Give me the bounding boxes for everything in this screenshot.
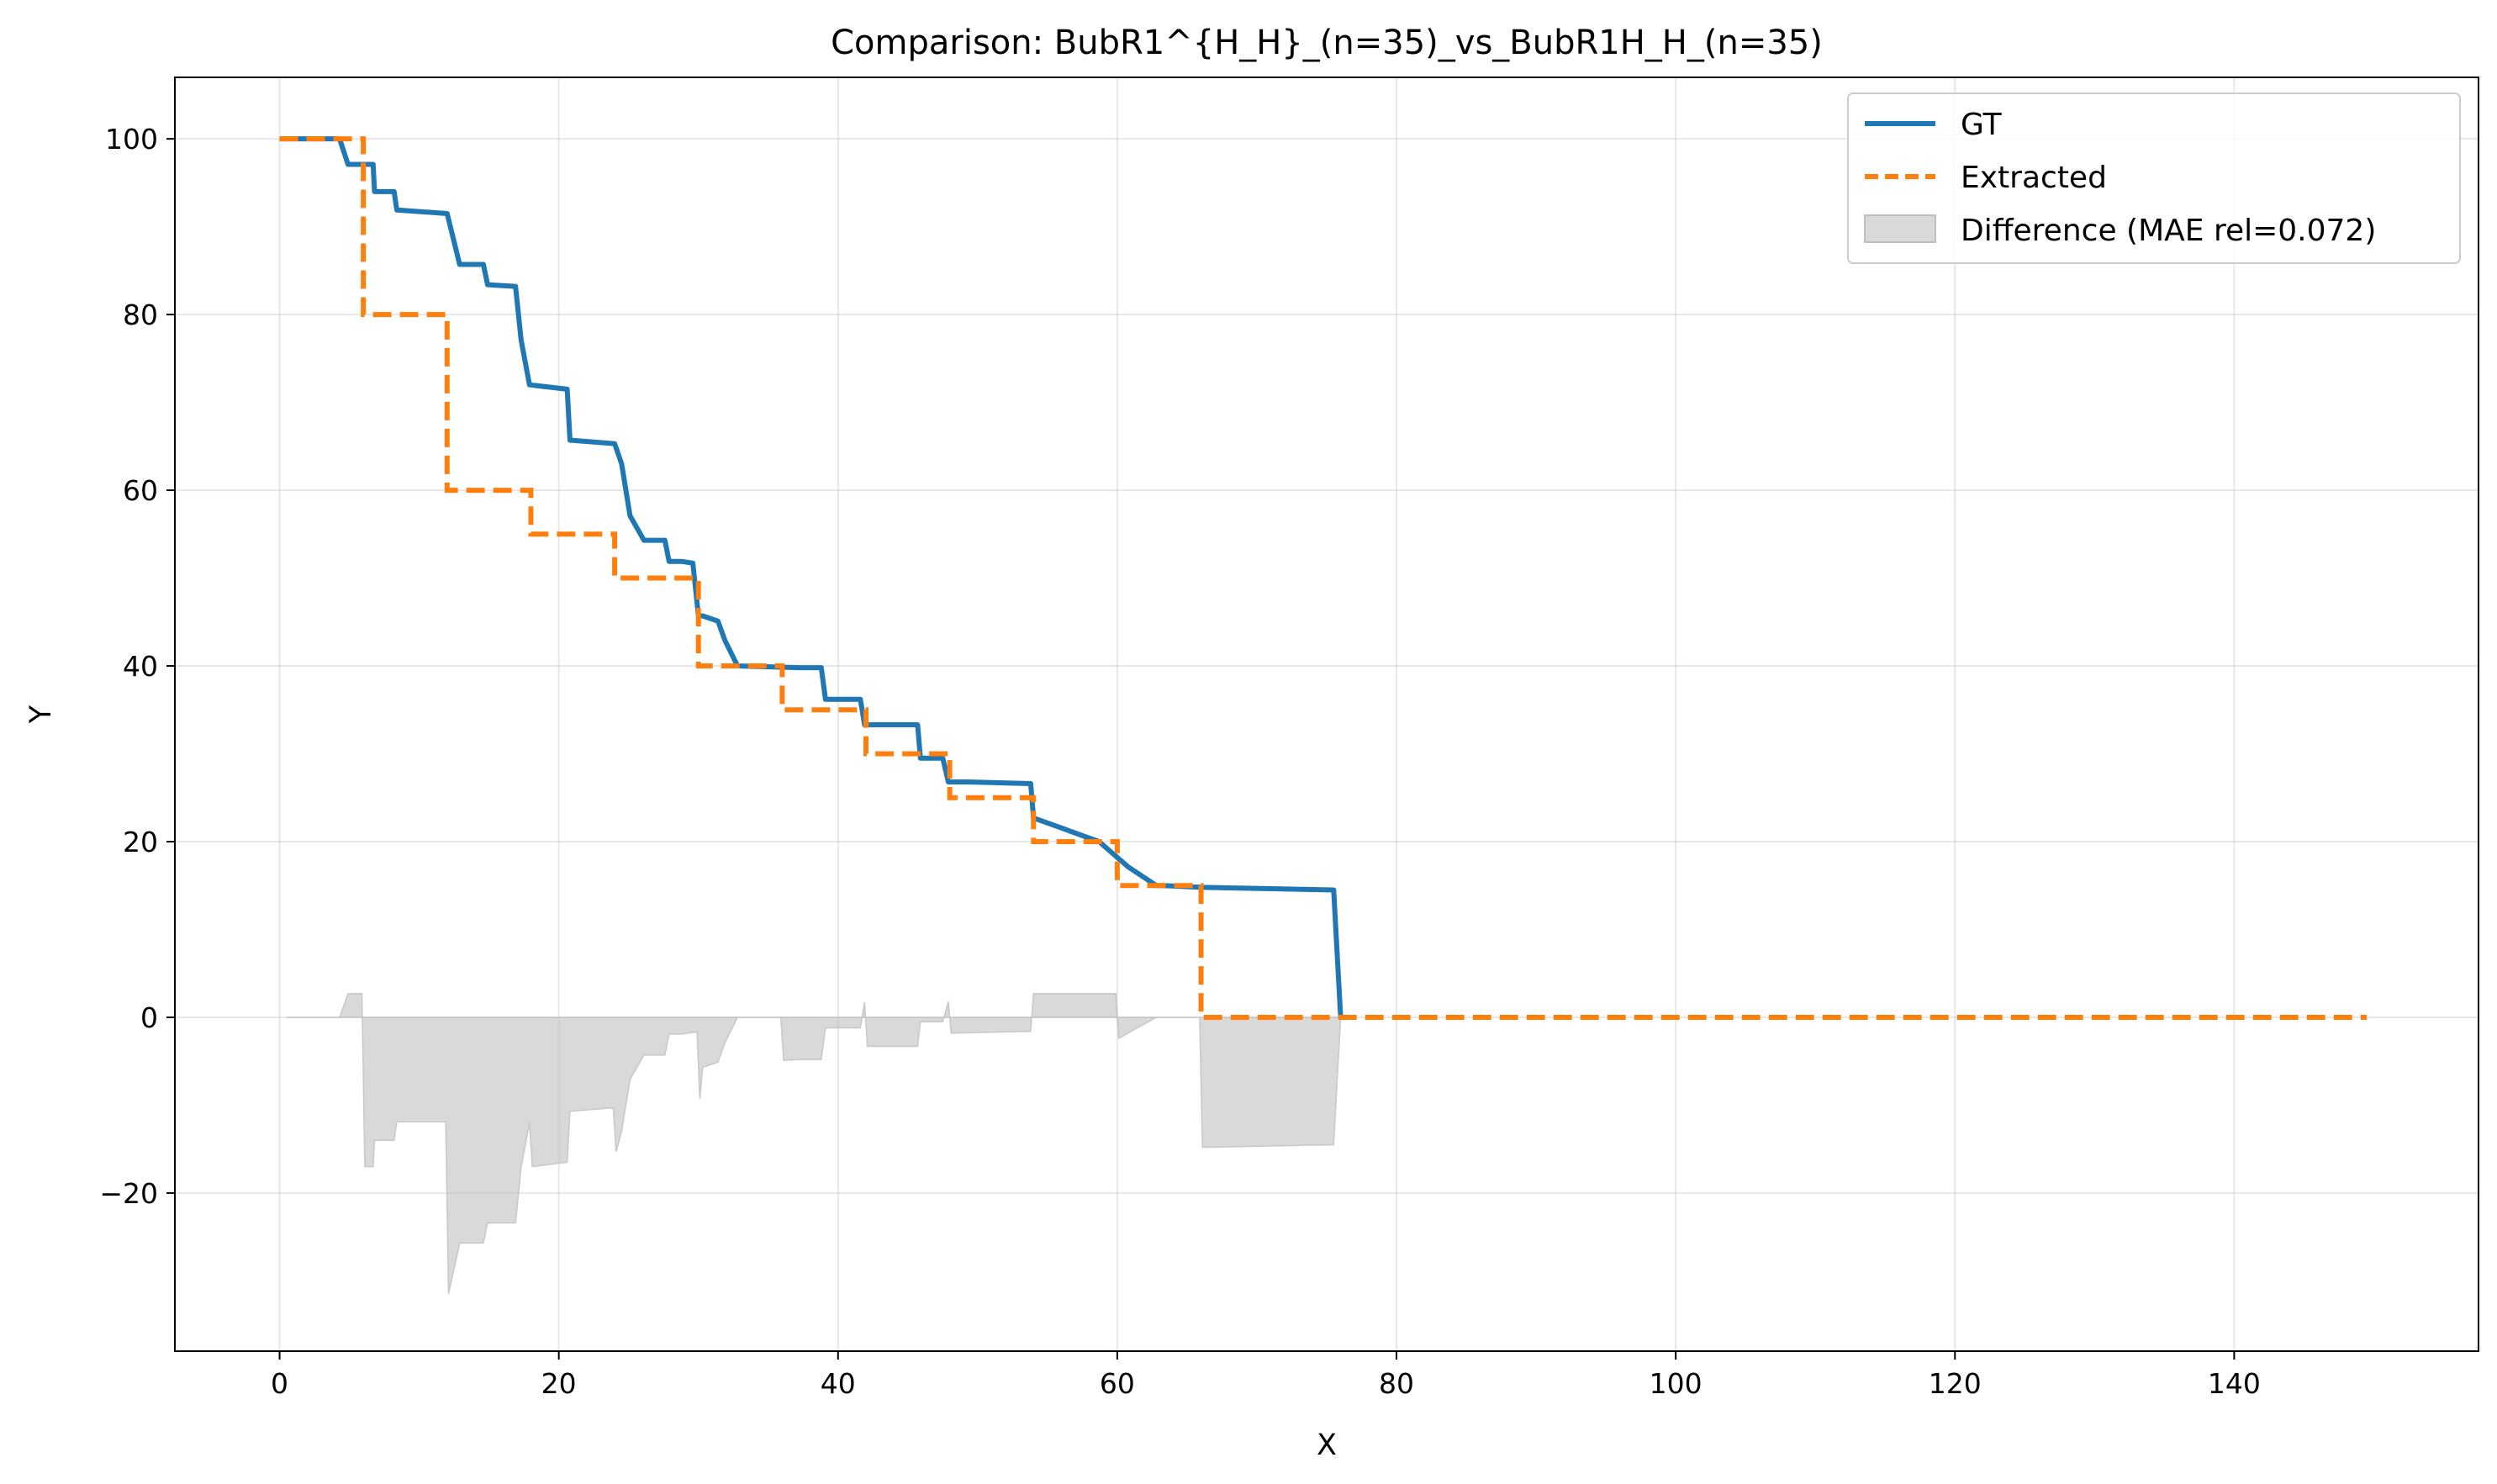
legend-difference-swatch bbox=[1864, 214, 1936, 243]
x-tick-label: 40 bbox=[821, 1367, 856, 1400]
y-tick-label: 60 bbox=[123, 474, 158, 507]
legend-extracted-label: Extracted bbox=[1961, 161, 2107, 195]
difference-area bbox=[286, 993, 1342, 1295]
y-tick-label: 40 bbox=[123, 650, 158, 683]
x-tick-label: 80 bbox=[1379, 1367, 1414, 1400]
extracted-series-line bbox=[279, 136, 2368, 1020]
x-tick-label: 20 bbox=[541, 1367, 577, 1400]
y-tick-label: 20 bbox=[123, 826, 158, 858]
axis-ticks: 0 20 40 60 80 100 120 140 −20 0 20 40 60 80 100 bbox=[99, 123, 2261, 1400]
legend-box bbox=[1847, 92, 2461, 264]
legend: GT Extracted Difference (MAE rel=0.072) bbox=[1847, 92, 2461, 264]
y-tick-label: −20 bbox=[99, 1177, 158, 1210]
x-tick-label: 60 bbox=[1100, 1367, 1135, 1400]
x-tick-label: 100 bbox=[1650, 1367, 1702, 1400]
x-tick-label: 120 bbox=[1929, 1367, 1982, 1400]
gt-series-line bbox=[279, 136, 1344, 1018]
legend-difference-label: Difference (MAE rel=0.072) bbox=[1961, 214, 2376, 248]
x-tick-label: 140 bbox=[2208, 1367, 2261, 1400]
x-tick-label: 0 bbox=[271, 1367, 288, 1400]
y-tick-label: 80 bbox=[123, 298, 158, 331]
x-axis-label: X bbox=[1317, 1429, 1337, 1462]
y-tick-label: 100 bbox=[105, 123, 158, 156]
plot-frame bbox=[174, 77, 2479, 1352]
chart-title: Comparison: BubR1^{H_H}_(n=35)_vs_BubR1H… bbox=[831, 24, 1823, 62]
y-axis-label: Y bbox=[24, 705, 58, 724]
legend-gt-label: GT bbox=[1961, 108, 2003, 142]
y-tick-label: 0 bbox=[140, 1001, 158, 1034]
